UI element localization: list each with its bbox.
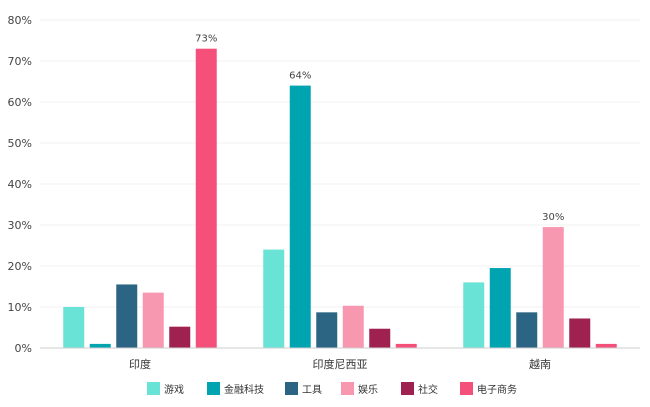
data-label: 30% (542, 212, 564, 223)
legend-label: 游戏 (164, 383, 184, 396)
data-labels: 73% 64% 30% (195, 34, 564, 223)
x-category-label: 印度 (129, 357, 151, 371)
legend-swatch (401, 382, 414, 395)
y-tick-label: 40% (8, 178, 32, 191)
bar-金融科技 (489, 268, 511, 348)
x-axis-categories: 印度 印度尼西亚 越南 (129, 357, 551, 371)
y-tick-label: 10% (8, 301, 32, 314)
bar-娱乐 (142, 292, 164, 348)
legend-label: 金融科技 (224, 383, 264, 396)
bar-娱乐 (342, 305, 364, 348)
grid-lines (40, 19, 640, 308)
legend-swatch (207, 382, 220, 395)
bar-社交 (569, 318, 591, 348)
y-tick-label: 50% (8, 137, 32, 150)
bar-金融科技 (89, 343, 111, 348)
bar-工具 (316, 312, 338, 348)
data-label: 73% (195, 34, 217, 45)
legend: 游戏 金融科技 工具 娱乐 社交 电子商务 (147, 382, 517, 396)
legend-label: 娱乐 (358, 383, 378, 396)
bar-电子商务 (195, 48, 217, 348)
bar-电子商务 (595, 343, 617, 348)
bar-工具 (116, 284, 138, 348)
bar-社交 (369, 328, 391, 348)
y-tick-label: 20% (8, 260, 32, 273)
bar-金融科技 (289, 85, 311, 348)
bar-游戏 (263, 249, 285, 348)
legend-label: 社交 (418, 383, 438, 396)
bar-电子商务 (395, 343, 417, 348)
y-axis-ticks: 0% 10% 20% 30% 40% 50% 60% 70% 80% (8, 14, 32, 355)
legend-swatch (147, 382, 160, 395)
bar-社交 (169, 326, 191, 348)
bar-工具 (516, 312, 538, 348)
legend-label: 电子商务 (477, 383, 517, 396)
y-tick-label: 0% (15, 342, 32, 355)
x-category-label: 印度尼西亚 (313, 357, 368, 371)
data-label: 64% (289, 71, 311, 82)
y-tick-label: 70% (8, 55, 32, 68)
legend-swatch (341, 382, 354, 395)
y-tick-label: 60% (8, 96, 32, 109)
legend-swatch (285, 382, 298, 395)
legend-swatch (460, 382, 473, 395)
y-tick-label: 30% (8, 219, 32, 232)
bars (63, 48, 617, 348)
bar-娱乐 (542, 227, 564, 348)
y-tick-label: 80% (8, 14, 32, 27)
x-category-label: 越南 (529, 357, 551, 371)
bar-游戏 (63, 307, 85, 348)
legend-label: 工具 (302, 384, 322, 396)
bar-游戏 (463, 282, 485, 348)
